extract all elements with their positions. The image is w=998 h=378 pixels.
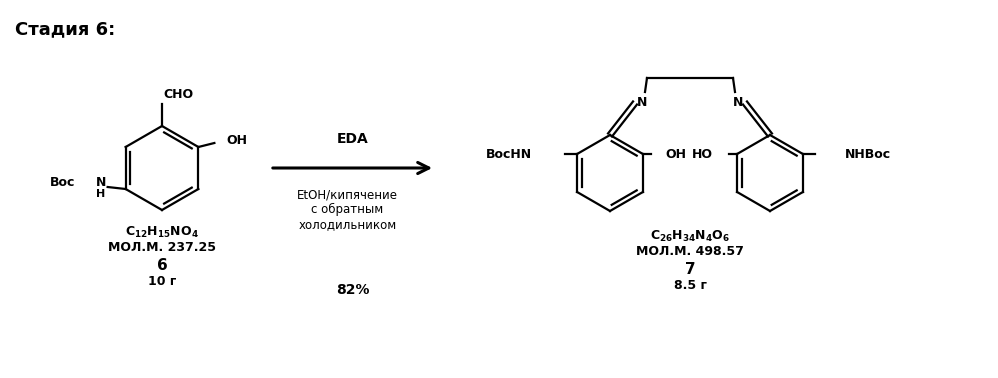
Text: Boc: Boc — [50, 177, 76, 189]
Text: OH: OH — [227, 133, 248, 147]
Text: 7: 7 — [685, 262, 696, 277]
Text: OH: OH — [665, 147, 686, 161]
Text: N: N — [637, 96, 647, 108]
Text: холодильником: холодильником — [298, 218, 396, 231]
Text: МОЛ.М. 237.25: МОЛ.М. 237.25 — [108, 241, 216, 254]
Text: NHBoc: NHBoc — [845, 147, 891, 161]
Text: H: H — [96, 189, 105, 199]
Text: Стадия 6:: Стадия 6: — [15, 20, 115, 38]
Text: МОЛ.М. 498.57: МОЛ.М. 498.57 — [636, 245, 744, 258]
Text: BocHN: BocHN — [486, 147, 532, 161]
Text: 8.5 г: 8.5 г — [674, 279, 707, 292]
Text: $\mathbf{C_{12}H_{15}NO_4}$: $\mathbf{C_{12}H_{15}NO_4}$ — [125, 225, 199, 240]
Text: HO: HO — [692, 147, 714, 161]
Text: EDA: EDA — [336, 132, 368, 146]
Text: с обратным: с обратным — [311, 203, 383, 216]
Text: 10 г: 10 г — [148, 275, 176, 288]
Text: 6: 6 — [157, 258, 168, 273]
Text: N: N — [733, 96, 744, 108]
Text: CHO: CHO — [163, 88, 194, 102]
Text: $\mathbf{C_{26}H_{34}N_4O_6}$: $\mathbf{C_{26}H_{34}N_4O_6}$ — [650, 229, 731, 244]
Text: 82%: 82% — [335, 283, 369, 297]
Text: N: N — [96, 177, 106, 189]
Text: EtOH/кипячение: EtOH/кипячение — [297, 188, 398, 201]
